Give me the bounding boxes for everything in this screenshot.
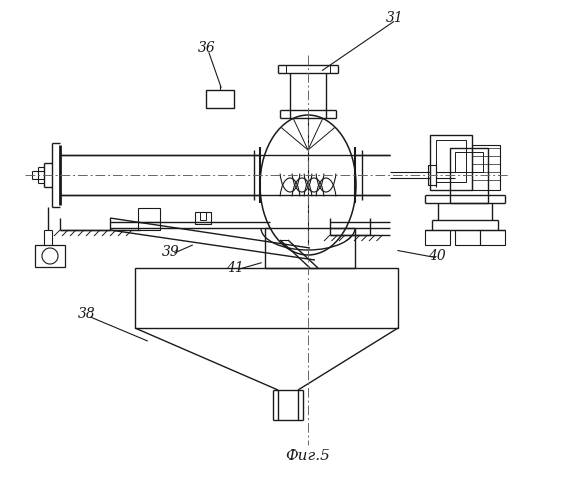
Text: 39: 39	[162, 245, 180, 259]
Text: 31: 31	[386, 11, 404, 25]
Bar	[35, 245, 65, 267]
Bar	[450, 148, 488, 203]
Bar	[138, 222, 160, 230]
Bar	[135, 268, 398, 328]
Text: 40: 40	[428, 249, 446, 263]
Bar	[480, 230, 505, 245]
Bar	[200, 212, 206, 220]
Bar	[428, 165, 436, 185]
Text: Фиг.5: Фиг.5	[286, 449, 330, 463]
Text: 38: 38	[78, 307, 96, 321]
Bar	[425, 230, 450, 245]
Text: 41: 41	[226, 261, 243, 275]
Bar	[195, 212, 211, 224]
Text: 36: 36	[198, 41, 216, 55]
Bar	[436, 140, 466, 182]
Bar	[206, 90, 234, 108]
Bar	[430, 135, 472, 190]
Bar	[455, 152, 483, 172]
Bar	[472, 145, 500, 190]
Bar	[138, 208, 160, 222]
Bar	[455, 230, 480, 245]
Bar	[265, 228, 355, 268]
